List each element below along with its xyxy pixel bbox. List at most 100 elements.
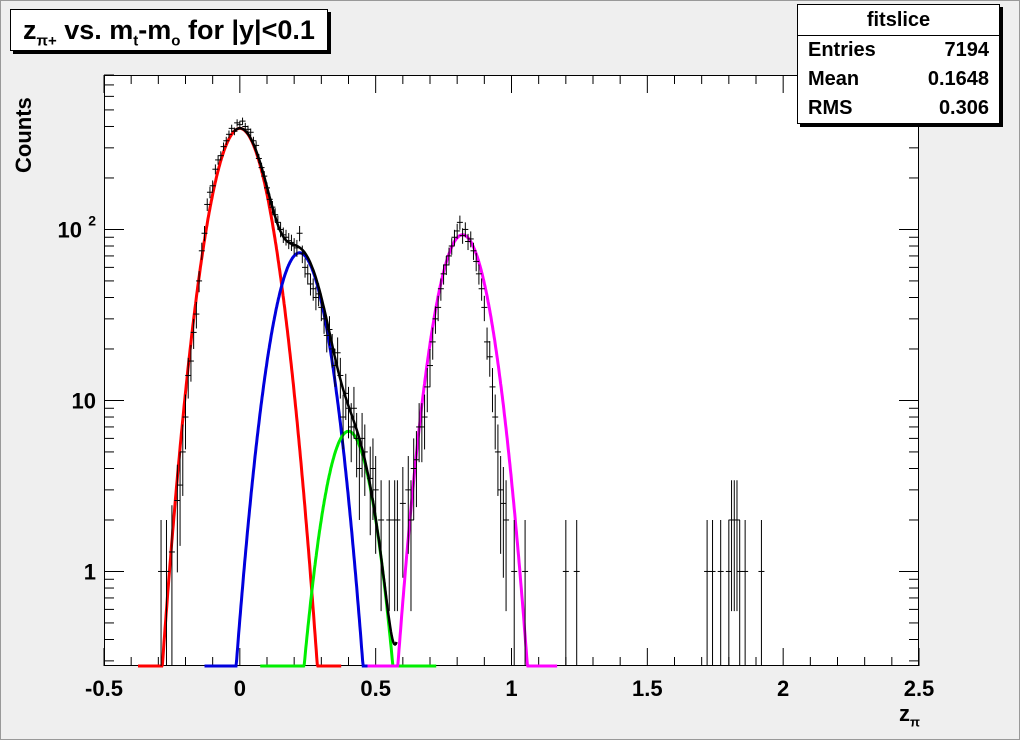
x-axis-title-sub: π (910, 714, 920, 730)
data-point (274, 215, 281, 230)
data-point (353, 412, 360, 478)
data-point (217, 151, 224, 161)
data-point (448, 238, 455, 255)
data-point (231, 127, 238, 136)
data-point (429, 327, 436, 360)
data-point (223, 136, 230, 145)
data-point (253, 141, 260, 150)
stats-label-mean: Mean (808, 68, 860, 90)
data-point (405, 456, 412, 554)
data-point (331, 348, 338, 387)
data-point (717, 519, 724, 666)
data-point (293, 239, 300, 257)
data-point (462, 222, 469, 238)
fit-curve-green (260, 429, 437, 668)
data-point (467, 231, 474, 248)
data-point (239, 117, 246, 125)
data-point (410, 438, 417, 520)
data-point (427, 348, 433, 387)
data-point (266, 193, 273, 206)
fit-curve-red (138, 126, 342, 668)
curves-layer (138, 126, 558, 668)
fit-curve-blue (204, 251, 395, 668)
data-point (190, 318, 197, 349)
data-point (179, 424, 186, 496)
data-point (269, 201, 276, 214)
data-point (250, 136, 257, 145)
data-point (321, 306, 328, 334)
title-sub-pi: π+ (36, 32, 57, 50)
data-point (369, 438, 376, 520)
data-point (299, 245, 306, 264)
data-point (407, 480, 414, 612)
stats-label-entries: Entries (808, 39, 876, 61)
data-point (168, 505, 175, 666)
data-point (497, 456, 504, 554)
title-text-1: vs. m (56, 15, 134, 45)
stats-row-entries: Entries 7194 (798, 36, 999, 65)
title-sub-o: o (171, 32, 181, 50)
data-point (326, 316, 333, 346)
data-point (725, 519, 732, 666)
data-point (391, 480, 398, 612)
data-point (454, 223, 461, 239)
data-point (264, 182, 270, 194)
axes-layer (103, 74, 920, 666)
data-point (709, 519, 716, 666)
data-point (340, 394, 347, 450)
data-point (446, 247, 453, 266)
data-point (258, 162, 265, 173)
data-point (386, 480, 393, 612)
data-point (272, 208, 279, 222)
x-tick-label: 1 (505, 676, 517, 701)
data-point (302, 258, 309, 278)
data-point (323, 321, 330, 353)
data-point (296, 225, 303, 242)
data-point (304, 264, 311, 285)
data-point (475, 264, 482, 285)
labels-layer: -0.5 0 0.5 1 1.5 2 2.5 1 10 10 2 (58, 212, 935, 701)
data-point (312, 286, 319, 311)
data-point (329, 333, 336, 368)
data-point (291, 238, 298, 255)
plot-title: zπ+ vs. mt-mo for |y|<0.1 (10, 9, 328, 51)
data-point (247, 128, 254, 137)
data-point (177, 452, 184, 546)
data-point (742, 519, 749, 666)
x-tick-label: 2 (777, 676, 789, 701)
data-point (451, 229, 458, 246)
data-point (511, 519, 518, 666)
data-point (733, 480, 740, 612)
data-point (307, 273, 314, 296)
stats-value-rms: 0.306 (938, 97, 989, 119)
data-point (318, 295, 325, 322)
data-point (280, 227, 287, 243)
data-point (478, 278, 485, 301)
data-point (261, 171, 268, 182)
stats-row-rms: RMS 0.306 (798, 94, 999, 123)
title-sub-t: t (133, 32, 139, 50)
data-point (225, 130, 232, 139)
data-point (372, 456, 379, 554)
data-point (334, 337, 341, 373)
data-point (394, 480, 401, 612)
data-point (201, 225, 208, 242)
data-point (196, 271, 203, 293)
data-point (185, 357, 192, 399)
data-point (187, 344, 194, 382)
data-point (470, 242, 477, 260)
data-point (440, 264, 447, 285)
data-point (158, 519, 165, 666)
data-point (206, 186, 213, 199)
title-text-3: for |y|<0.1 (180, 15, 315, 45)
fit-curve-magenta (367, 233, 558, 668)
y-axis-title: Counts (11, 97, 36, 173)
x-tick-label: 2.5 (904, 676, 935, 701)
data-point (432, 306, 439, 334)
data-point (356, 438, 363, 520)
data-point (182, 394, 189, 450)
data-point (486, 341, 493, 377)
data-point (459, 228, 466, 244)
data-point (350, 386, 357, 439)
